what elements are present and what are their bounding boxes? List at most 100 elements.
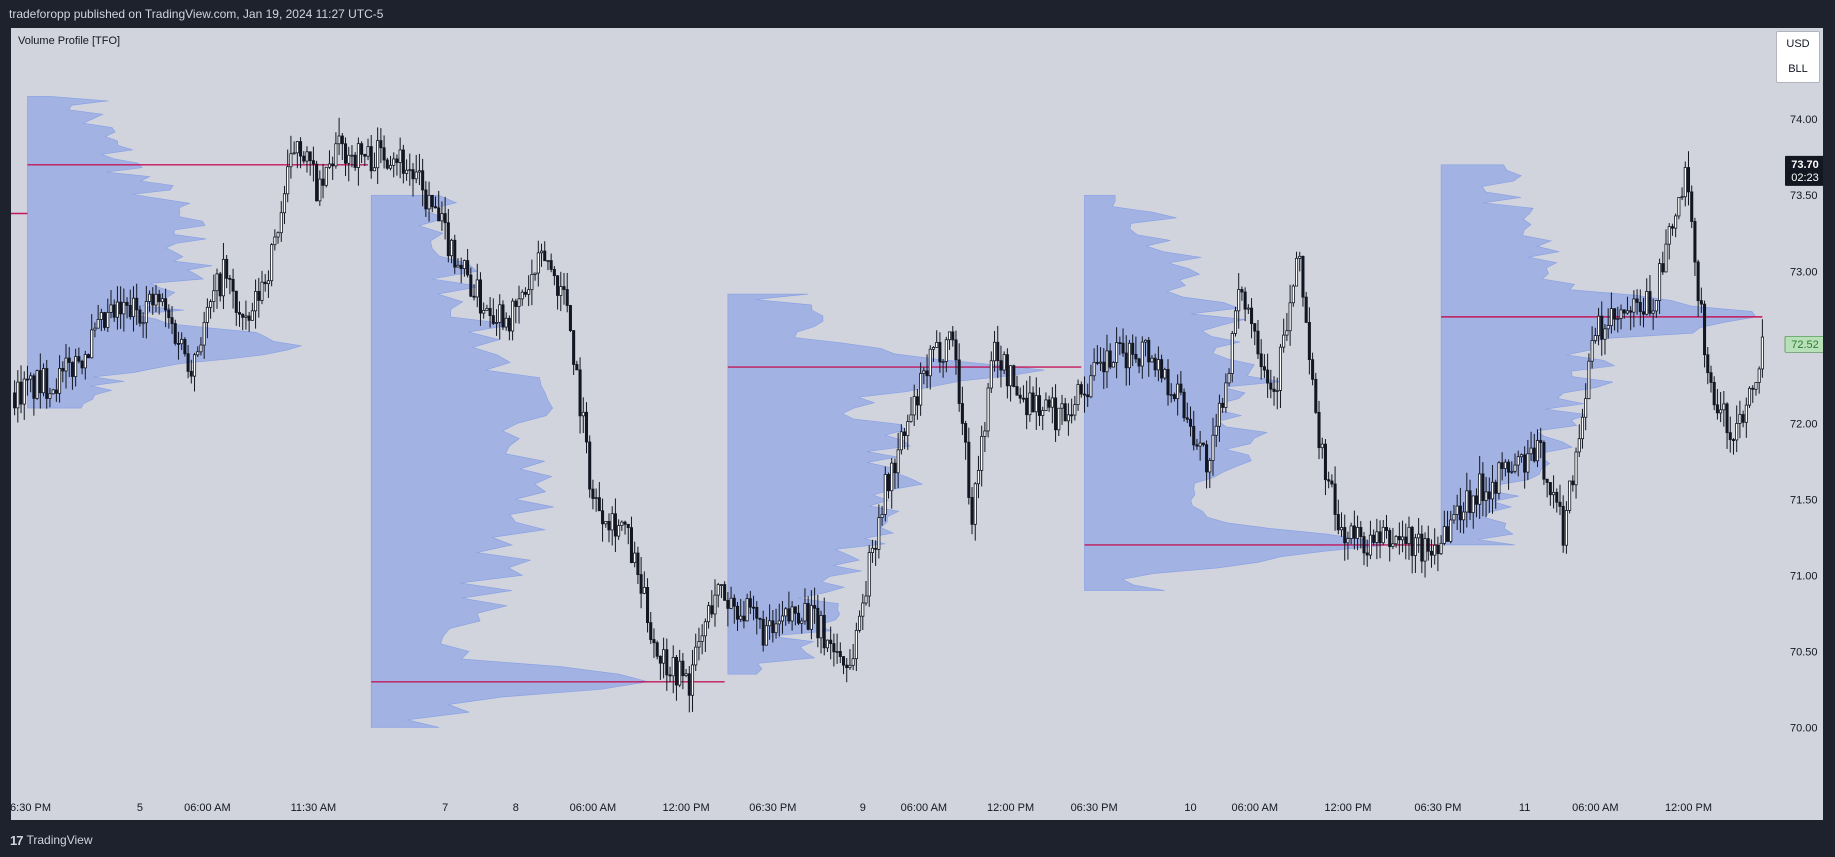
candle [909,397,913,423]
candle-body [575,364,579,371]
unit-label[interactable]: BLL [1788,63,1808,75]
candle-body [565,289,569,306]
candle-body [1690,191,1694,222]
candle [1147,337,1151,377]
candle [430,194,434,213]
candle-body [690,664,695,696]
currency-unit-box[interactable]: USD BLL [1776,31,1820,83]
candle-body [469,274,473,297]
candle-body [1658,263,1662,301]
candle [1587,353,1591,400]
candle [735,601,740,631]
candle [54,378,58,402]
candle-body [1552,491,1556,496]
candle-body [1124,352,1128,369]
indicator-title[interactable]: Volume Profile [TFO] [18,35,121,47]
candle [1124,335,1128,386]
candle [690,649,695,712]
candle-body [1645,291,1649,315]
candle [623,520,627,535]
candle-body [1153,357,1157,371]
candle-body [1050,397,1054,408]
candle-body [928,348,932,377]
candle [877,504,881,559]
candle-body [1208,460,1212,473]
candle [1715,388,1719,420]
candle-body [1420,533,1424,562]
candle [774,608,778,639]
candle [1118,336,1122,356]
candle [125,297,129,319]
chart-area[interactable]: 74.0073.5073.0072.5072.0071.5071.0070.50… [11,28,1823,820]
candle-body [723,584,727,601]
candle-body [38,370,42,394]
candle-body [1410,526,1414,556]
candle-body [877,517,881,550]
candle-body [1754,382,1758,390]
candle [376,127,380,184]
candle [1275,377,1279,410]
candle-body [189,370,193,377]
candle [64,344,68,389]
candle-body [482,310,486,314]
candle-body [938,342,942,363]
candle [1478,455,1482,519]
candle [472,284,476,301]
candle-body [774,623,778,634]
candle-body [202,321,206,346]
candle [1712,376,1716,411]
candle [665,638,669,691]
candle-body [1127,342,1131,369]
candle [38,353,42,409]
candle [299,137,303,169]
candle [1278,343,1282,408]
candle-body [430,194,434,208]
candle-body [996,341,1000,362]
candle [1388,527,1392,562]
candle-body [655,642,659,657]
candle [475,263,479,308]
candle-body [1054,397,1058,431]
candle-body [980,435,984,471]
candle [1073,395,1077,421]
candle [1330,474,1334,488]
candle-body [1018,394,1022,399]
candle-body [517,298,521,307]
candle-body [1738,414,1742,424]
candle-body [822,614,826,649]
candle-body [1629,310,1633,313]
candle [732,594,736,624]
last-price-label: 72.52 [1784,335,1823,353]
candle [244,300,248,330]
candle [1442,510,1446,546]
tradingview-brand[interactable]: 17 TradingView [0,828,1835,853]
candle [360,141,364,164]
candle [944,336,948,373]
candle [433,196,438,209]
candle [25,365,29,396]
candle-body [1590,340,1594,362]
candle-body [1574,451,1578,486]
candle [1356,515,1360,551]
candle-body [1542,442,1546,480]
candle-body [115,301,119,318]
currency-label[interactable]: USD [1786,38,1810,50]
candle [1121,328,1125,357]
candle-body [453,239,457,268]
candle-body [1545,478,1549,483]
candle [562,273,566,305]
candle [1082,376,1087,413]
candle-body [594,497,598,500]
candle-body [286,166,290,195]
candle-body [1638,302,1642,313]
candle-body [1455,505,1459,515]
candle-body [1699,300,1703,305]
candle-body [886,474,891,492]
candle [411,163,415,197]
candle-body [1619,309,1623,319]
price-chart[interactable]: 74.0073.5073.0072.5072.0071.5071.0070.50… [11,28,1823,820]
candle [70,361,74,390]
candle-body [581,411,585,417]
candle-body [141,322,145,325]
candle-body [154,293,158,306]
